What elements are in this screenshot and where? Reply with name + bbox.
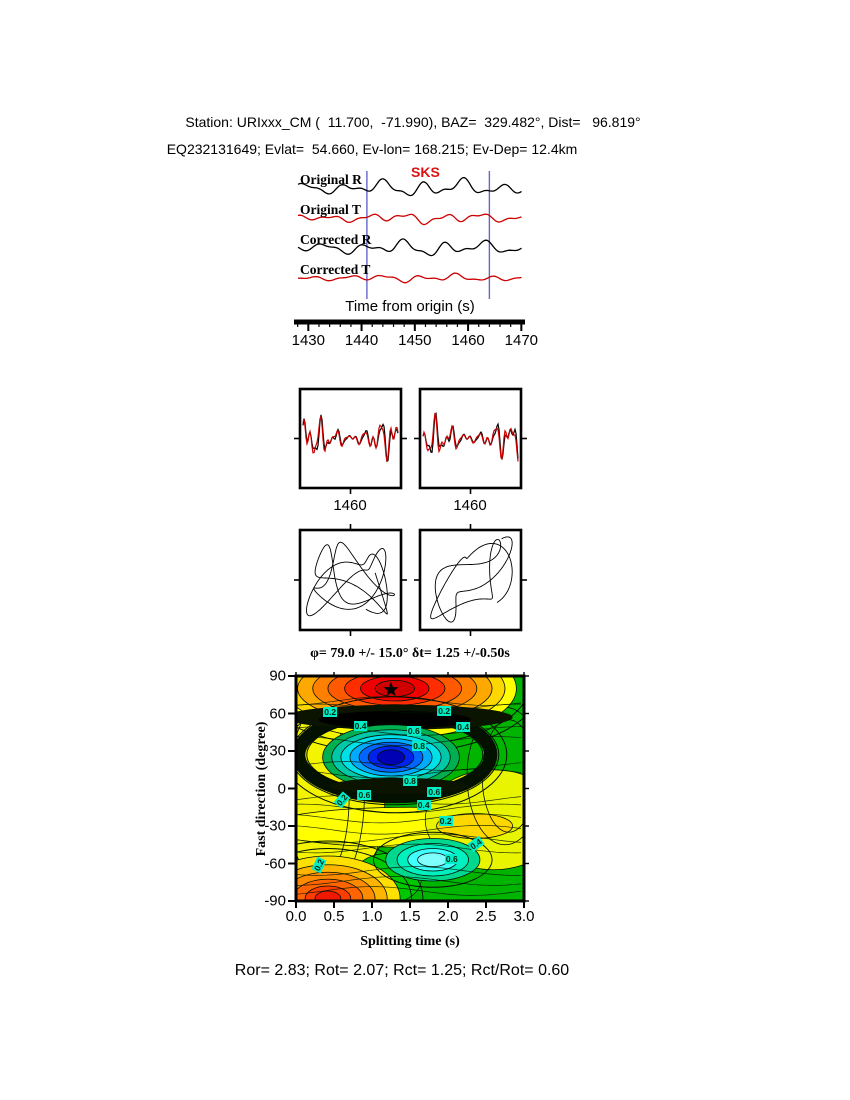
trace-label-corrected-t: Corrected T [300,262,371,277]
contour-ring [296,704,500,806]
splitting-time-tick-label: 2.0 [437,908,459,925]
time-tick-label: 1430 [291,332,325,349]
contour-line [296,736,522,746]
contour-level-label: 0.8 [412,741,427,751]
splitting-time-tick-label: 0.5 [323,908,345,925]
event-info-line: EQ232131649; Evlat= 54.660, Ev-lon= 168.… [166,141,578,157]
trace-label-corrected-r: Corrected R [300,232,372,247]
contour-line [296,813,522,824]
contour-line [296,886,522,896]
windowed-trace [422,412,519,462]
contour-line [296,825,522,835]
contour-level-label: 0.2 [438,816,453,826]
seismogram-trace [297,272,522,284]
contour-blob [417,852,449,868]
contour-blob [296,848,412,901]
fast-direction-tick-label: -60 [264,855,286,872]
window-tick-label-left: 1460 [333,497,367,514]
fast-direction-tick-label: 90 [269,667,286,685]
splitting-time-tick-label: 1.0 [361,908,383,925]
contour-level-label: 0.6 [406,726,421,736]
contour-level-label: 0.2 [437,706,452,716]
time-axis-label: Time from origin (s) [345,298,475,315]
time-tick-label: 1440 [344,332,379,349]
particle-motion-path [430,536,513,623]
windowed-trace [302,414,399,462]
phase-label-sks: SKS [411,164,440,180]
contour-level-label: 0.6 [357,789,372,800]
seismogram-trace [297,213,522,226]
fast-direction-tick-label: -30 [264,817,286,835]
contour-blob [330,777,467,795]
contour-line [296,833,522,844]
contour-level-label: 0.4 [416,799,431,810]
fast-direction-tick-label: 30 [269,742,286,760]
contour-title: φ= 79.0 +/- 15.0° δt= 1.25 +/-0.50s [310,646,510,661]
fast-direction-tick-label: 0 [277,780,286,797]
contour-level-label: 0.2 [323,707,338,718]
contour-line [296,876,522,886]
contour-blob [376,749,406,766]
splitting-time-tick-label: 0.0 [285,908,307,925]
splitting-time-tick-label: 1.5 [399,908,421,925]
best-fit-star-marker [383,681,399,697]
contour-level-label: 0.4 [456,722,471,733]
time-tick-label: 1460 [451,332,485,349]
contour-blob [296,840,424,901]
contour-blob [314,890,342,901]
contour-level-label: 0.8 [403,776,417,786]
contour-line [296,803,522,814]
trace-label-original-r: Original R [300,172,362,187]
seismogram-trace [297,238,522,257]
seismogram-trace [297,176,522,197]
trace-label-original-t: Original T [300,202,361,217]
splitting-time-tick-label: 2.5 [475,908,497,925]
contour-line [296,696,522,706]
time-tick-label: 1450 [398,332,432,349]
results-footer: Ror= 2.83; Rot= 2.07; Rct= 1.25; Rct/Rot… [234,962,570,979]
contour-line [296,795,522,805]
contour-line [296,703,521,714]
window-tick-label-right: 1460 [453,497,487,514]
waveform-window-frame-left [298,387,403,490]
contour-blob [373,831,493,888]
contour-line [296,866,522,876]
particle-motion-frame-right [418,528,523,632]
contour-level-label: 0.6 [444,853,459,864]
contour-line [296,761,522,771]
contour-line [296,843,522,854]
station-info-line: Station: URIxxx_CM ( 11.700, -71.990), B… [185,114,641,130]
splitting-time-tick-label: 3.0 [513,908,535,925]
time-tick-label: 1470 [504,332,539,349]
contour-level-label: 0.6 [427,787,442,798]
contour-level-label: 0.4 [353,721,368,731]
particle-motion-path [306,541,395,617]
fast-direction-tick-label: -90 [264,892,286,910]
fast-direction-tick-label: 60 [269,705,286,722]
splitting-time-axis-label: Splitting time (s) [360,934,460,949]
